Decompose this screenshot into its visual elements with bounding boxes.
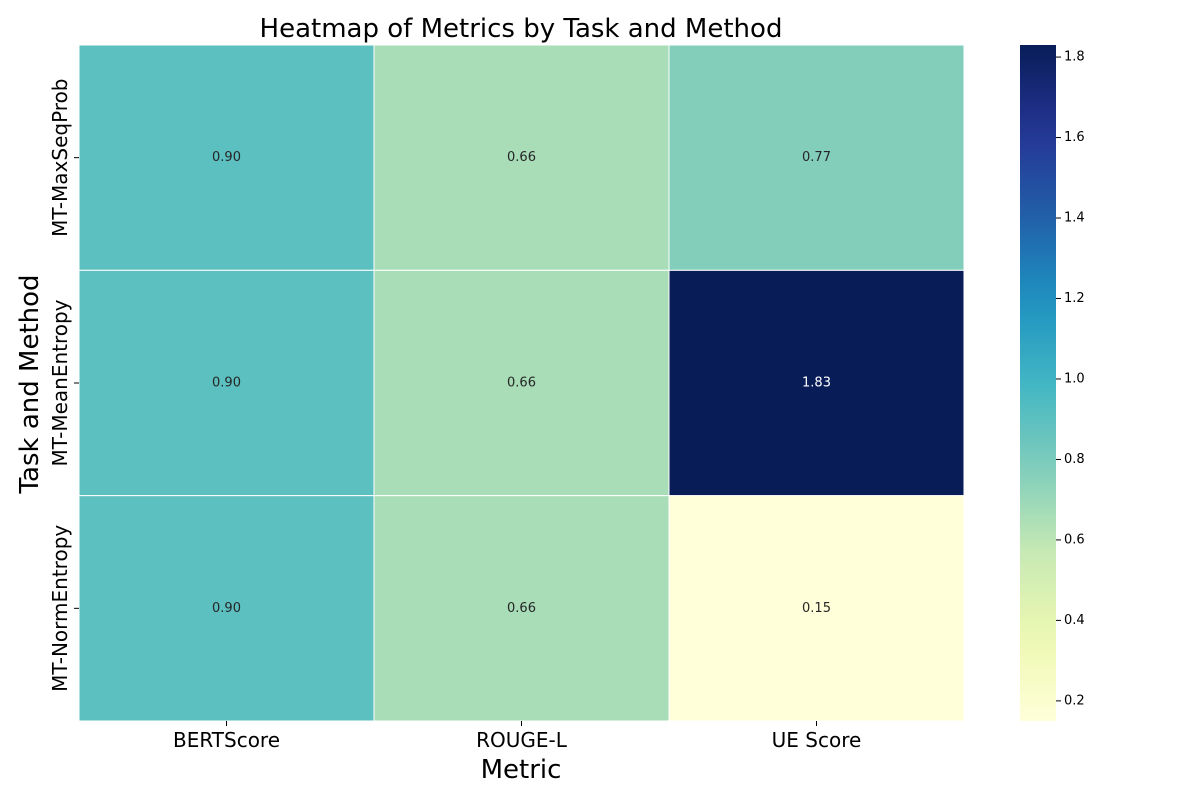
colorbar-tick-label: 0.2 [1064,693,1085,708]
heatmap-cell [78,495,375,722]
cell-value-label: 0.66 [507,150,536,165]
x-axis: BERTScore ROUGE-L UE Score [173,721,861,752]
heatmap-cell [373,269,670,497]
heatmap-cell [78,44,375,271]
x-axis-label: Metric [481,755,562,785]
heatmap-cell [668,44,965,271]
colorbar-tick-label: 0.4 [1064,613,1085,628]
cell-value-label: 0.15 [802,601,831,616]
colorbar-gradient [1020,45,1056,721]
heatmap-cell [78,269,375,497]
cell-value-label: 0.66 [507,601,536,616]
y-tick-label: MT-MaxSeqProb [48,79,72,237]
colorbar-tick-label: 0.6 [1064,532,1085,547]
cell-value-label: 1.83 [802,376,831,391]
heatmap-cell [373,44,670,271]
cell-value-label: 0.77 [802,150,831,165]
colorbar: 0.2 0.4 0.6 0.8 1.0 1.2 1.4 1.6 1.8 [1020,45,1085,721]
colorbar-tick-label: 1.2 [1064,291,1085,306]
colorbar-tick-label: 0.8 [1064,452,1085,467]
x-tick-label: BERTScore [173,728,280,752]
cell-value-label: 0.66 [507,376,536,391]
colorbar-tick-label: 1.4 [1064,211,1085,226]
heatmap-cell [668,269,965,497]
chart-title: Heatmap of Metrics by Task and Method [260,14,783,44]
colorbar-tick-label: 1.6 [1064,130,1085,145]
x-tick-label: ROUGE-L [476,728,568,752]
cell-value-label: 0.90 [212,150,241,165]
y-axis: MT-MaxSeqProb MT-MeanEntropy MT-NormEntrop… [48,79,79,692]
heatmap-cell [373,495,670,722]
colorbar-tick-label: 1.8 [1064,50,1085,65]
cell-value-label: 0.90 [212,601,241,616]
cell-value-label: 0.90 [212,376,241,391]
heatmap-cells [78,44,965,722]
y-axis-label: Task and Method [15,274,45,494]
y-tick-label: MT-NormEntropy [48,525,72,692]
heatmap-cell-labels: 0.90 0.66 0.77 0.90 0.66 1.83 0.90 0.66 0.15 [212,150,831,616]
x-tick-label: UE Score [772,728,862,752]
colorbar-tick-label: 1.0 [1064,371,1085,386]
y-tick-label: MT-MeanEntropy [48,299,72,466]
